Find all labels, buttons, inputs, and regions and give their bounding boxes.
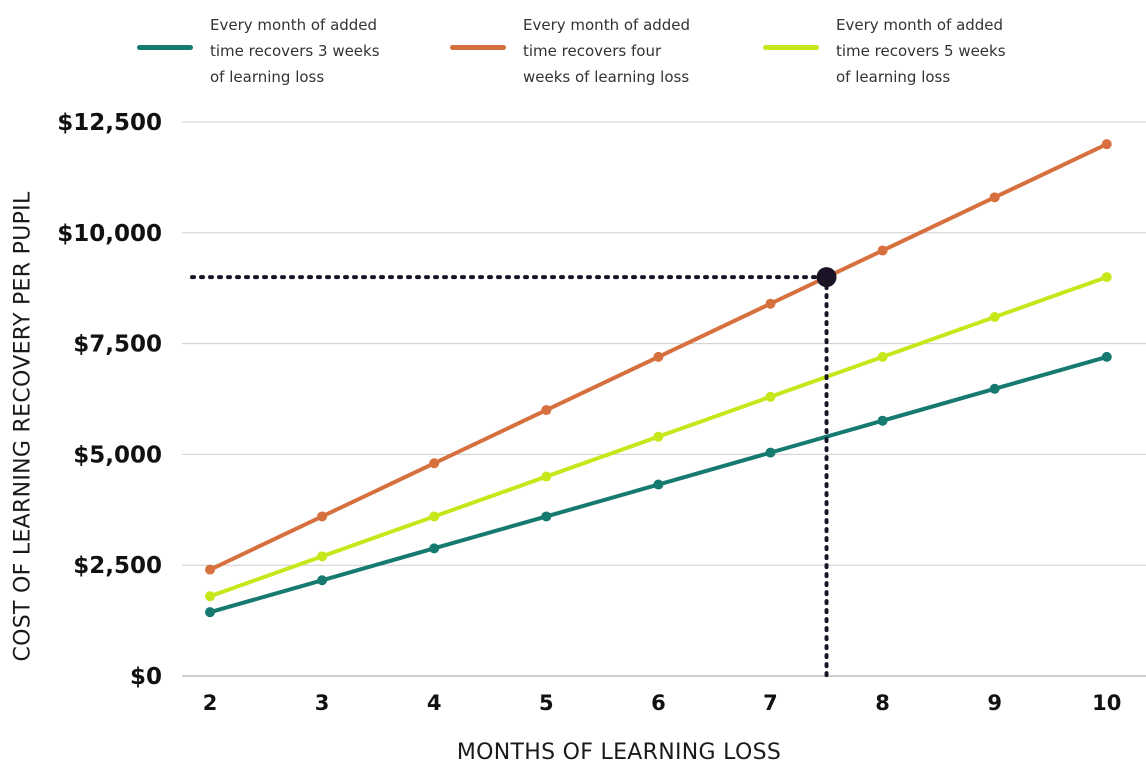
x-tick-label: 6 <box>651 691 666 715</box>
data-point-four-weeks <box>1101 139 1112 150</box>
x-tick-label: 5 <box>539 691 554 715</box>
data-point-four-weeks <box>317 511 328 522</box>
data-point-3-weeks <box>765 447 776 458</box>
legend-swatch-four-weeks <box>450 45 506 50</box>
legend: Every month of added time recovers 3 wee… <box>0 10 1146 90</box>
data-point-four-weeks <box>541 405 552 416</box>
data-point-5-weeks <box>205 591 216 602</box>
data-point-5-weeks <box>317 551 328 562</box>
x-tick-label: 9 <box>987 691 1002 715</box>
legend-label-line: time recovers four <box>523 42 662 60</box>
data-point-5-weeks <box>989 312 1000 323</box>
legend-label-5-weeks: Every month of added time recovers 5 wee… <box>836 12 1066 90</box>
data-point-5-weeks <box>541 471 552 482</box>
legend-swatch-5-weeks <box>763 45 819 50</box>
data-point-3-weeks <box>877 415 888 426</box>
y-tick-label: $2,500 <box>73 553 162 579</box>
y-tick-label: $0 <box>130 664 162 690</box>
data-point-four-weeks <box>205 564 216 575</box>
legend-label-line: time recovers 5 weeks <box>836 42 1006 60</box>
y-tick-label: $10,000 <box>57 221 162 247</box>
data-point-four-weeks <box>429 458 440 469</box>
data-point-four-weeks <box>877 245 888 256</box>
legend-item-four-weeks: Every month of added time recovers four … <box>450 10 750 90</box>
x-axis-title: MONTHS OF LEARNING LOSS <box>456 740 782 765</box>
y-axis-title: COST OF LEARNING RECOVERY PER PUPIL <box>10 191 36 662</box>
data-point-5-weeks <box>1101 272 1112 283</box>
data-point-four-weeks <box>989 192 1000 203</box>
annotation-point <box>816 267 837 288</box>
data-point-3-weeks <box>205 607 216 618</box>
data-point-5-weeks <box>653 431 664 442</box>
legend-label-line: Every month of added <box>210 16 378 34</box>
data-point-3-weeks <box>429 543 440 554</box>
data-point-four-weeks <box>653 351 664 362</box>
data-point-5-weeks <box>877 351 888 362</box>
data-point-four-weeks <box>765 298 776 309</box>
data-point-3-weeks <box>541 511 552 522</box>
data-point-3-weeks <box>1101 351 1112 362</box>
legend-label-line: Every month of added <box>523 16 691 34</box>
x-tick-label: 4 <box>427 691 442 715</box>
legend-label-line: weeks of learning loss <box>523 68 690 86</box>
legend-item-5-weeks: Every month of added time recovers 5 wee… <box>763 10 1063 90</box>
legend-swatch-3-weeks <box>137 45 193 50</box>
legend-item-3-weeks: Every month of added time recovers 3 wee… <box>137 10 437 90</box>
legend-label-four-weeks: Every month of added time recovers four … <box>523 12 753 90</box>
y-tick-label: $12,500 <box>57 110 162 136</box>
data-point-5-weeks <box>429 511 440 522</box>
legend-label-line: of learning loss <box>210 68 325 86</box>
x-tick-label: 8 <box>875 691 890 715</box>
x-tick-label: 2 <box>203 691 218 715</box>
legend-label-line: of learning loss <box>836 68 951 86</box>
data-point-3-weeks <box>653 479 664 490</box>
data-point-3-weeks <box>317 575 328 586</box>
legend-label-line: Every month of added <box>836 16 1004 34</box>
x-tick-label: 7 <box>763 691 778 715</box>
legend-label-3-weeks: Every month of added time recovers 3 wee… <box>210 12 440 90</box>
legend-label-line: time recovers 3 weeks <box>210 42 380 60</box>
y-tick-label: $7,500 <box>73 332 162 358</box>
data-point-3-weeks <box>989 383 1000 394</box>
y-tick-label: $5,000 <box>73 442 162 468</box>
x-tick-label: 3 <box>315 691 330 715</box>
data-point-5-weeks <box>765 391 776 402</box>
x-tick-label: 10 <box>1092 691 1121 715</box>
